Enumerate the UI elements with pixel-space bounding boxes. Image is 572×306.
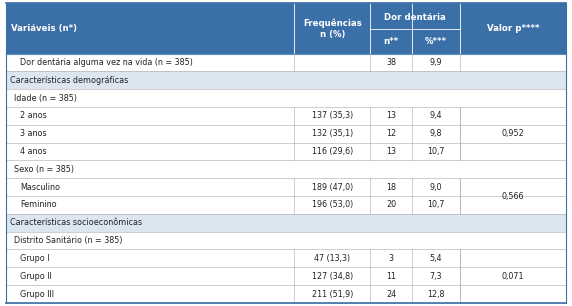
Text: Dor dentária: Dor dentária (384, 13, 446, 22)
Bar (6, 267, 566, 285)
Text: Feminino: Feminino (20, 200, 57, 210)
Bar (6, 196, 566, 214)
Bar (6, 125, 566, 143)
Text: 9,9: 9,9 (430, 58, 442, 67)
Text: 127 (34,8): 127 (34,8) (312, 272, 353, 281)
Text: 0,952: 0,952 (502, 129, 525, 138)
Bar (6, 54, 566, 71)
Text: 13: 13 (386, 147, 396, 156)
Text: Variáveis (n*): Variáveis (n*) (11, 24, 77, 33)
Text: Características demográficas: Características demográficas (10, 76, 129, 85)
Text: 189 (47,0): 189 (47,0) (312, 183, 353, 192)
Text: 137 (35,3): 137 (35,3) (312, 111, 353, 120)
Text: 9,0: 9,0 (430, 183, 442, 192)
Text: 3 anos: 3 anos (20, 129, 47, 138)
Text: 38: 38 (386, 58, 396, 67)
Text: 10,7: 10,7 (427, 147, 444, 156)
Text: 20: 20 (386, 200, 396, 210)
Text: Distrito Sanitário (n = 385): Distrito Sanitário (n = 385) (14, 236, 123, 245)
Text: 7,3: 7,3 (430, 272, 442, 281)
Bar (6, 214, 566, 232)
Text: 3: 3 (388, 254, 394, 263)
Text: 47 (13,3): 47 (13,3) (314, 254, 350, 263)
Text: 11: 11 (386, 272, 396, 281)
Text: n**: n** (384, 37, 399, 46)
Text: 10,7: 10,7 (427, 200, 444, 210)
Text: 5,4: 5,4 (430, 254, 442, 263)
Bar (6, 285, 566, 303)
Bar (6, 249, 566, 267)
Bar (6, 107, 566, 125)
Text: 12,8: 12,8 (427, 289, 444, 299)
Text: Grupo III: Grupo III (20, 289, 54, 299)
Bar (6, 89, 566, 107)
Text: Idade (n = 385): Idade (n = 385) (14, 94, 77, 103)
Text: Masculino: Masculino (20, 183, 60, 192)
Text: 9,4: 9,4 (430, 111, 442, 120)
Text: 18: 18 (386, 183, 396, 192)
Text: 196 (53,0): 196 (53,0) (312, 200, 353, 210)
Bar (6, 143, 566, 160)
Text: 132 (35,1): 132 (35,1) (312, 129, 353, 138)
Bar (6, 71, 566, 89)
Text: Frequências
n (%): Frequências n (%) (303, 18, 362, 39)
Text: 13: 13 (386, 111, 396, 120)
Bar (6, 232, 566, 249)
Text: Valor p****: Valor p**** (487, 24, 539, 33)
Text: Características socioeconômicas: Características socioeconômicas (10, 218, 142, 227)
Text: 211 (51,9): 211 (51,9) (312, 289, 353, 299)
Text: Dor dentária alguma vez na vida (n = 385): Dor dentária alguma vez na vida (n = 385… (20, 58, 193, 67)
Text: Grupo II: Grupo II (20, 272, 52, 281)
Bar (6, 160, 566, 178)
Text: 12: 12 (386, 129, 396, 138)
Text: 2 anos: 2 anos (20, 111, 47, 120)
Text: 24: 24 (386, 289, 396, 299)
Bar (6, 3, 566, 54)
Text: 9,8: 9,8 (430, 129, 442, 138)
Text: 116 (29,6): 116 (29,6) (312, 147, 353, 156)
Text: Sexo (n = 385): Sexo (n = 385) (14, 165, 74, 174)
Text: %***: %*** (425, 37, 447, 46)
Text: Grupo I: Grupo I (20, 254, 50, 263)
Text: 0,566: 0,566 (502, 192, 525, 200)
Bar (6, 178, 566, 196)
Text: 4 anos: 4 anos (20, 147, 47, 156)
Text: 0,071: 0,071 (502, 272, 525, 281)
